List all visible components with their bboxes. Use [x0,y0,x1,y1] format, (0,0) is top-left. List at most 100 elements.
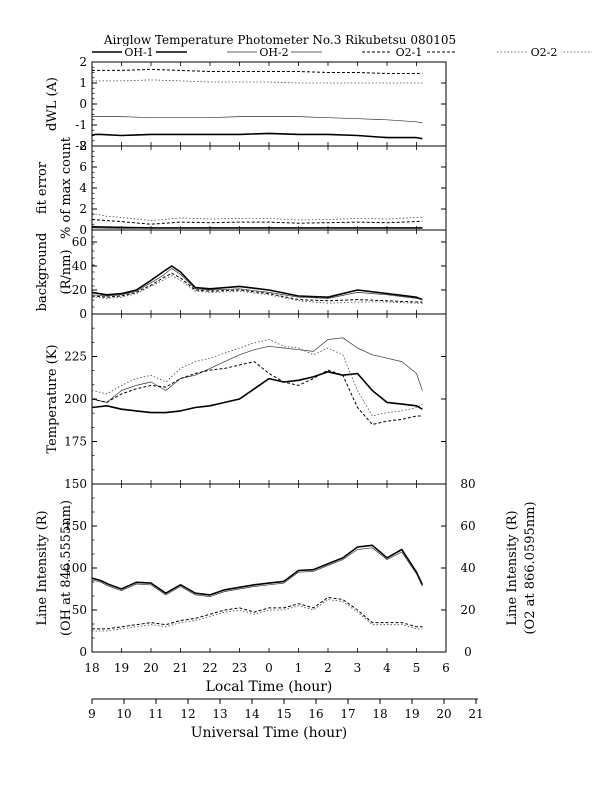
y-axis-label: Line Intensity (R) [35,510,50,625]
y-tick-label: 40 [72,259,87,273]
y-axis-label-2: (R/nm) [59,249,74,294]
series-fiterr-o2-1 [91,219,423,225]
panel-frame [91,483,447,653]
y-tick-label: 1 [79,76,87,90]
series-int-oh-2 [91,547,423,597]
local-time-tick: 6 [442,661,450,675]
y-right-axis-label: Line Intensity (R) [505,510,520,625]
y-tick-label: -1 [75,118,87,132]
y-tick-label: 60 [72,235,87,249]
legend-label-o2-1: O2-1 [396,46,423,59]
local-time-tick: 3 [354,661,362,675]
series-dwl-oh-1 [91,132,423,140]
local-time-tick: 2 [324,661,332,675]
series-bg-o2-1 [91,272,423,303]
y-tick-label: -2 [75,139,87,153]
series-dwl-o2-1 [92,68,423,74]
ut-tick-label: 13 [212,707,227,721]
panel-temp: 225 200 175 150 Temperature (K) [45,313,447,491]
panel-dwl: 2 1 0 -1 -2 dWL (A) [45,55,447,153]
local-time-tick: 1 [295,661,303,675]
series-fiterr-o2-2 [91,212,423,221]
y-tick-label: 100 [64,561,87,575]
y-tick-label: 4 [79,181,87,195]
series-temp-o2-2 [91,339,423,417]
y-axis-label-2: % of max count [59,136,74,239]
legend-label-oh-2: OH-2 [259,46,288,59]
legend-label-bg [257,46,291,58]
ut-axis-label: Universal Time (hour) [191,725,348,741]
legend: OH-1 OH-2 O2-1 O2-2 [92,46,592,59]
y-tick-label: 150 [64,519,87,533]
ut-tick-label: 20 [436,707,451,721]
series-int-o2-1 [92,596,423,630]
series-fiterr-oh-1 [91,226,423,229]
series-temp-oh-2 [91,337,423,403]
y-tick-label: 20 [72,283,87,297]
y-right-axis-label-2: (O2 at 866.0595nm) [523,501,538,634]
y-right-tick-label: 80 [460,477,475,491]
series-int-oh-1 [91,544,424,596]
y-tick-label: 0 [79,307,87,321]
series-dwl-o2-2 [92,79,423,84]
ut-tick-label: 10 [116,707,131,721]
series-dwl-oh-2 [92,116,423,124]
y-tick-label: 6 [79,160,87,174]
y-tick-label: 2 [79,202,87,216]
local-time-tick: 4 [383,661,391,675]
ut-tick-label: 11 [148,707,163,721]
series-temp-o2-1 [91,361,423,425]
ut-tick-label: 19 [404,707,419,721]
ut-tick-label: 12 [180,707,195,721]
y-axis-label: dWL (A) [45,77,60,131]
y-right-tick-label: 0 [464,645,472,659]
legend-label-bg [122,46,156,58]
series-temp-oh-1 [91,371,423,414]
y-tick-label: 50 [72,603,87,617]
ut-tick-label: 15 [276,707,291,721]
y-tick-label: 0 [79,645,87,659]
series-bg-oh-1 [91,265,423,301]
panel-int: 150 100 50 0 Line Intensity (R) (OH at 846.55… [35,477,538,659]
y-axis-label: Temperature (K) [45,344,60,453]
ut-tick-label: 9 [88,707,96,721]
y-tick-label: 2 [79,55,87,69]
series-bg-o2-2 [91,275,423,304]
y-right-tick-label: 40 [460,561,475,575]
y-tick-label: 175 [64,435,87,449]
local-time-tick: 20 [143,661,158,675]
ut-tick-label: 14 [244,707,260,721]
legend-label-bg [527,46,561,58]
y-axis-label: background [35,233,50,312]
series-bg-oh-2 [91,268,423,300]
panel-frame [91,145,447,231]
legend-label-o2-2: O2-2 [531,46,558,59]
local-time-label: Local Time (hour) [206,679,333,695]
y-tick-label: 8 [79,139,87,153]
local-time-tick: 22 [202,661,217,675]
ut-tick-label: 21 [468,707,483,721]
ut-tick-label: 18 [372,707,387,721]
local-time-tick: 5 [413,661,421,675]
y-tick-label: 200 [64,392,87,406]
y-axis-label-2: (OH at 846.5555nm) [59,500,74,636]
local-time-tick: 23 [232,661,247,675]
y-right-tick-label: 60 [460,519,475,533]
y-tick-label: 225 [64,350,87,364]
series-int-o2-2 [92,599,423,632]
ut-tick-label: 16 [308,707,323,721]
y-axis-label: fit error [35,161,50,214]
y-tick-label: 0 [79,97,87,111]
local-time-tick: 18 [84,661,99,675]
legend-label-bg [392,46,426,58]
series-fiterr-oh-2 [91,227,423,229]
y-tick-label: 150 [64,477,87,491]
local-time-tick: 19 [114,661,129,675]
local-time-tick: 0 [265,661,273,675]
local-time-tick: 21 [173,661,188,675]
y-tick-label: 0 [79,223,87,237]
chart-title: Airglow Temperature Photometer No.3 Riku… [103,33,456,47]
